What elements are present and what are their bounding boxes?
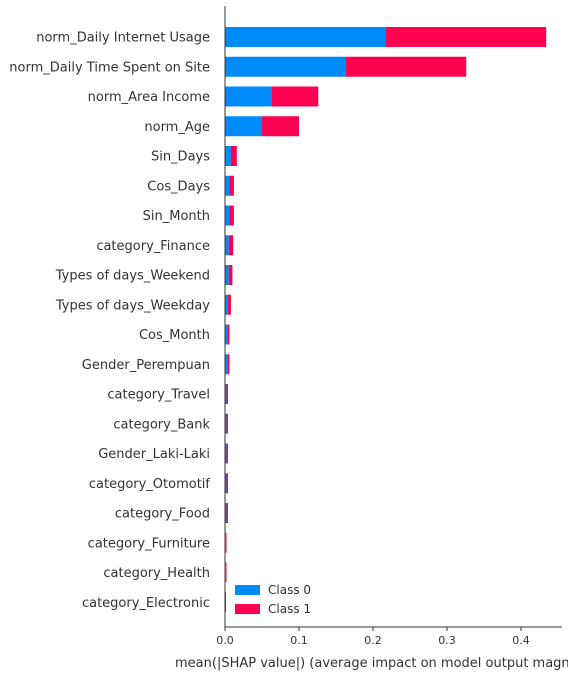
category-label: Cos_Month: [139, 328, 210, 343]
bar-class-1: [225, 562, 227, 583]
category-label: category_Furniture: [88, 536, 210, 551]
bar-class-1: [227, 324, 230, 345]
bar-class-0: [225, 413, 227, 434]
bar-class-0: [225, 27, 386, 47]
bar-class-1: [226, 443, 228, 464]
legend-label-class-1: Class 1: [268, 602, 311, 616]
bar-class-0: [225, 354, 228, 375]
category-label: Sin_Days: [151, 150, 210, 165]
bar-class-0: [225, 175, 230, 196]
legend: Class 0 Class 1: [235, 583, 311, 616]
bar-class-1: [385, 27, 547, 47]
legend-swatch-class-1: [235, 604, 260, 614]
category-label: Cos_Days: [147, 179, 210, 194]
bar-class-0: [225, 265, 229, 285]
x-tick-label: 0.0: [216, 634, 234, 647]
x-axis-label: mean(|SHAP value|) (average impact on mo…: [175, 656, 568, 671]
bar-class-1: [228, 265, 233, 285]
bar-class-0: [225, 235, 229, 256]
bar-class-0: [225, 116, 262, 137]
category-label: category_Otomotif: [89, 477, 211, 492]
bar-class-0: [225, 86, 272, 107]
x-tick-label: 0.2: [364, 634, 382, 647]
bar-class-1: [228, 235, 234, 256]
bar-class-0: [225, 384, 227, 404]
bar-class-1: [227, 294, 231, 315]
bar-class-0: [225, 56, 346, 77]
legend-swatch-class-0: [235, 585, 260, 595]
x-tick-label: 0.4: [512, 634, 530, 647]
bar-class-0: [225, 503, 227, 523]
bar-class-1: [225, 592, 226, 613]
category-label: norm_Daily Time Spent on Site: [9, 60, 210, 75]
bar-class-1: [229, 205, 234, 226]
bar-class-1: [271, 86, 319, 107]
bar-class-0: [225, 443, 227, 464]
bar-class-1: [226, 503, 228, 523]
bar-class-0: [225, 324, 228, 345]
x-tick-label: 0.1: [290, 634, 308, 647]
bar-class-1: [226, 413, 228, 434]
bar-class-1: [229, 175, 234, 196]
category-label: Gender_Perempuan: [82, 358, 210, 373]
category-label: Types of days_Weekday: [55, 298, 210, 313]
category-labels: norm_Daily Internet Usage norm_Daily Time…: [9, 31, 210, 611]
category-label: Types of days_Weekend: [55, 269, 210, 284]
category-label: norm_Area Income: [88, 90, 210, 105]
bar-class-1: [226, 384, 228, 404]
category-label: category_Health: [103, 566, 210, 581]
category-label: norm_Daily Internet Usage: [36, 31, 210, 46]
category-label: category_Electronic: [82, 596, 210, 611]
bar-group: [225, 27, 547, 613]
bar-class-0: [225, 146, 231, 166]
bar-class-0: [225, 294, 228, 315]
bar-class-1: [226, 473, 228, 494]
category-label: Gender_Laki-Laki: [98, 447, 210, 462]
bar-class-1: [230, 146, 237, 166]
legend-label-class-0: Class 0: [268, 583, 311, 597]
x-tick-label: 0.3: [438, 634, 456, 647]
category-label: category_Bank: [113, 417, 210, 432]
category-label: Sin_Month: [143, 209, 210, 224]
bar-class-1: [227, 354, 230, 375]
bar-class-1: [225, 532, 227, 553]
category-label: norm_Age: [144, 120, 210, 135]
bar-class-0: [225, 205, 230, 226]
x-ticks: 0.0 0.1 0.2 0.3 0.4: [216, 627, 530, 647]
category-label: category_Travel: [107, 388, 210, 403]
category-label: category_Food: [115, 507, 210, 522]
bar-class-1: [262, 116, 299, 137]
bar-class-1: [345, 56, 467, 77]
bar-class-0: [225, 473, 227, 494]
category-label: category_Finance: [96, 239, 210, 254]
